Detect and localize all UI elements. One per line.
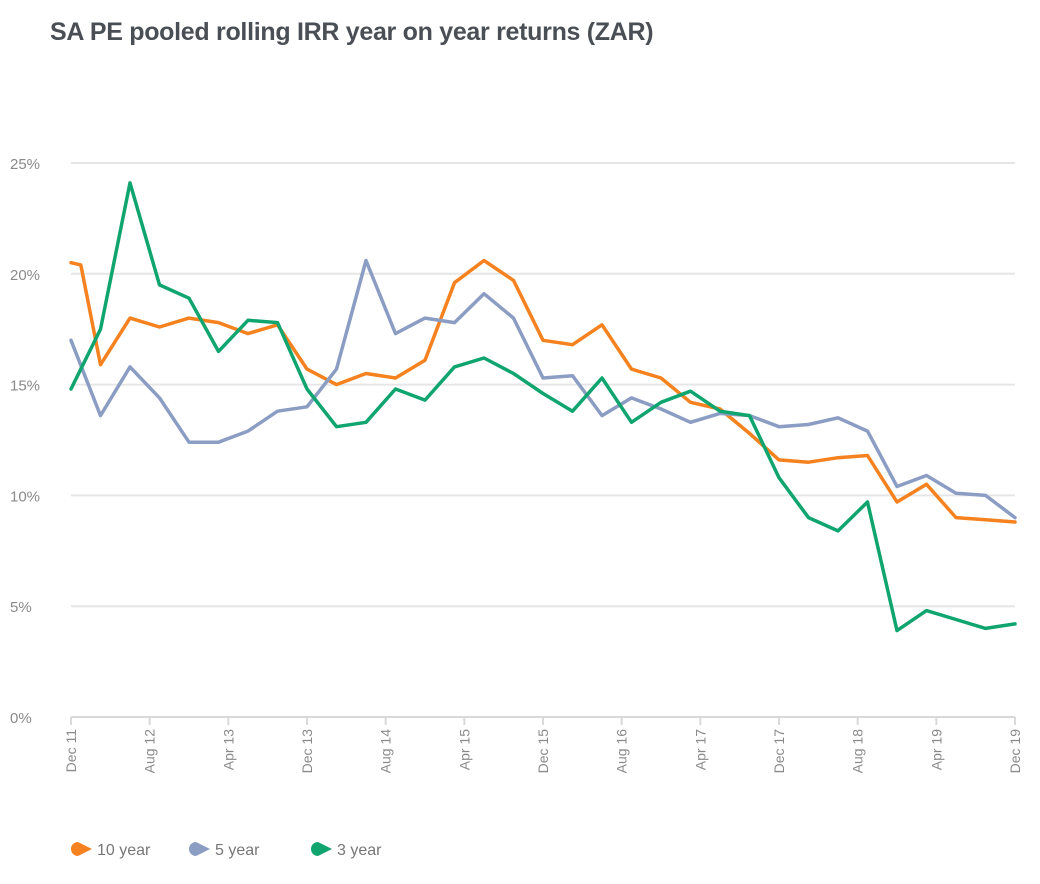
y-tick-label: 25% — [10, 156, 40, 173]
x-tick-label: Dec 15 — [535, 729, 551, 774]
legend-label: 3 year — [337, 842, 382, 859]
legend-label: 10 year — [97, 842, 151, 859]
series-line-3-year — [69, 181, 1017, 633]
series-line-10-year — [69, 258, 1017, 524]
x-axis: Dec 11 Aug 12 Apr 13 Dec 13 Aug 14 Apr 15 Dec … — [63, 716, 1023, 774]
x-tick-label: Dec 19 — [1007, 729, 1023, 774]
legend-marker-icon — [311, 842, 332, 856]
legend-marker-icon — [71, 842, 92, 856]
x-tick-label: Aug 18 — [850, 729, 866, 774]
series-lines — [69, 181, 1017, 633]
x-tick-label: Aug 12 — [142, 729, 158, 774]
legend-label: 5 year — [215, 842, 260, 859]
gridlines — [71, 162, 1015, 608]
legend-item: 5 year — [189, 842, 260, 859]
y-axis: 0% 5% 10% 15% 20% 25% — [10, 156, 40, 727]
y-tick-label: 20% — [10, 267, 40, 284]
y-tick-label: 10% — [10, 488, 40, 505]
x-tick-label: Apr 15 — [456, 729, 472, 770]
x-tick-label: Apr 19 — [928, 729, 944, 770]
x-tick-label: Dec 13 — [299, 729, 315, 774]
legend: 10 year 5 year 3 year — [71, 842, 382, 859]
x-tick-label: Dec 17 — [771, 729, 787, 774]
x-tick-label: Apr 17 — [692, 729, 708, 770]
x-tick-label: Apr 13 — [220, 729, 236, 770]
legend-item: 10 year — [71, 842, 151, 859]
x-tick-label: Aug 14 — [378, 729, 394, 774]
series-line-5-year — [69, 258, 1017, 520]
y-tick-label: 0% — [10, 710, 32, 727]
legend-item: 3 year — [311, 842, 382, 859]
y-tick-label: 5% — [10, 599, 32, 616]
chart-title: SA PE pooled rolling IRR year on year re… — [50, 18, 654, 46]
legend-marker-icon — [189, 842, 210, 856]
x-tick-label: Dec 11 — [63, 729, 79, 773]
x-tick-label: Aug 16 — [614, 729, 630, 774]
y-tick-label: 15% — [10, 378, 40, 395]
